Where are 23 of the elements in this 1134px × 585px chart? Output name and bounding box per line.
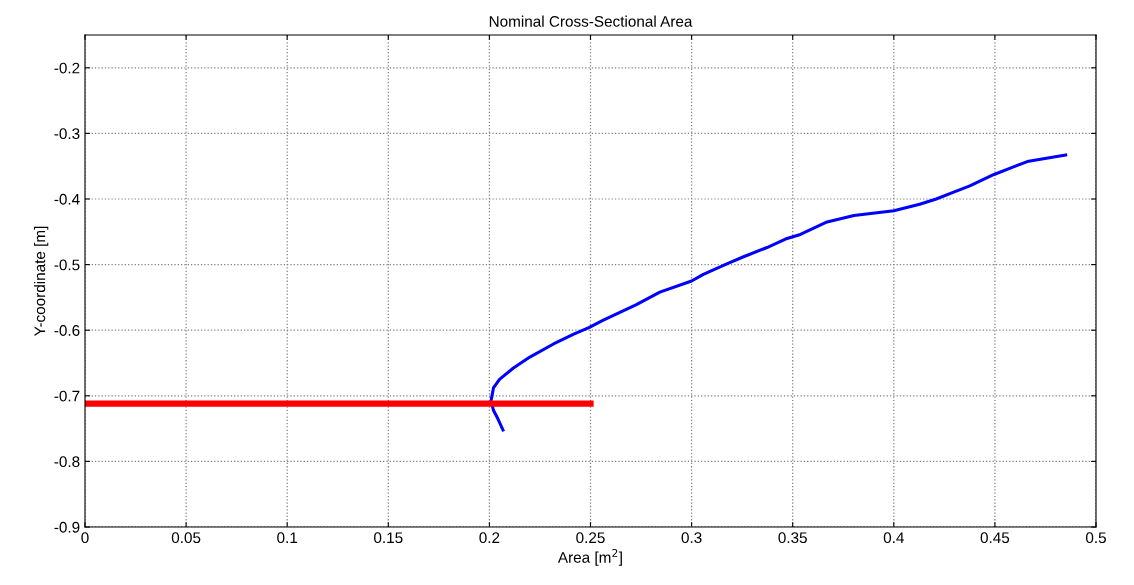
x-tick-label: 0.15 xyxy=(374,532,403,544)
x-tick-label: 0.25 xyxy=(576,532,605,544)
y-tick-label: -0.9 xyxy=(54,521,80,533)
chart-title: Nominal Cross-Sectional Area xyxy=(489,15,693,27)
y-tick-label: -0.8 xyxy=(54,456,80,468)
x-tick-label: 0.05 xyxy=(171,532,201,544)
y-tick-label: -0.6 xyxy=(54,325,80,336)
x-tick-label: 0.1 xyxy=(277,532,298,544)
line-series xyxy=(489,153,1068,432)
x-tick-label: 0.4 xyxy=(883,532,904,544)
y-tick-label: -0.2 xyxy=(54,62,80,74)
y-tick-label: -0.5 xyxy=(54,259,80,271)
x-tick-label: 0 xyxy=(81,532,89,544)
y-tick-label: -0.7 xyxy=(54,390,80,402)
y-tick-label: -0.3 xyxy=(54,128,80,140)
x-axis-title: Area [m$^{2}$] xyxy=(557,548,622,566)
x-tick-label: 0.35 xyxy=(778,532,807,544)
x-tick-label: 0.5 xyxy=(1085,532,1106,544)
y-tick-label: -0.4 xyxy=(54,193,80,205)
x-tick-label: 0.45 xyxy=(980,532,1010,544)
x-tick-label: 0.2 xyxy=(479,532,500,544)
x-tick-label: 0.3 xyxy=(681,532,702,544)
y-axis-title: Y-coordinate [m] xyxy=(34,226,49,336)
